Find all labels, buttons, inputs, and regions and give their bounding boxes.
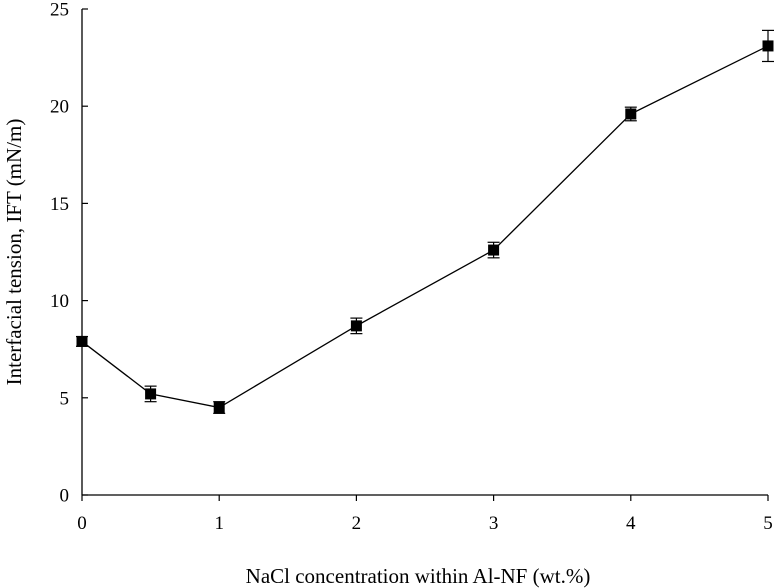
x-tick-label: 5 xyxy=(763,513,773,534)
data-point xyxy=(762,40,774,52)
data-point xyxy=(350,320,362,332)
data-point xyxy=(213,402,225,414)
y-axis-ticks: 0 5 10 15 20 25 xyxy=(50,0,88,507)
x-axis-ticks: 0 1 2 3 4 5 xyxy=(77,495,773,534)
x-axis-title: NaCl concentration within Al-NF (wt.%) xyxy=(246,564,591,588)
y-tick-label: 20 xyxy=(50,97,69,118)
y-tick-label: 0 xyxy=(60,486,70,507)
series-layer xyxy=(76,29,774,414)
axes xyxy=(81,9,768,496)
y-axis-title: Interfacial tension, IFT (mN/m) xyxy=(2,119,26,386)
x-tick-label: 4 xyxy=(626,513,636,534)
y-tick-label: 15 xyxy=(50,194,69,215)
data-point xyxy=(145,388,157,400)
x-tick-label: 1 xyxy=(214,513,224,534)
data-point xyxy=(76,335,88,347)
x-tick-label: 0 xyxy=(77,513,87,534)
x-tick-label: 2 xyxy=(352,513,362,534)
data-point xyxy=(625,108,637,120)
series-line xyxy=(81,45,769,409)
data-point xyxy=(488,244,500,256)
y-tick-label: 10 xyxy=(50,291,69,312)
y-tick-label: 25 xyxy=(50,0,69,21)
x-tick-label: 3 xyxy=(489,513,499,534)
y-tick-label: 5 xyxy=(60,388,70,409)
